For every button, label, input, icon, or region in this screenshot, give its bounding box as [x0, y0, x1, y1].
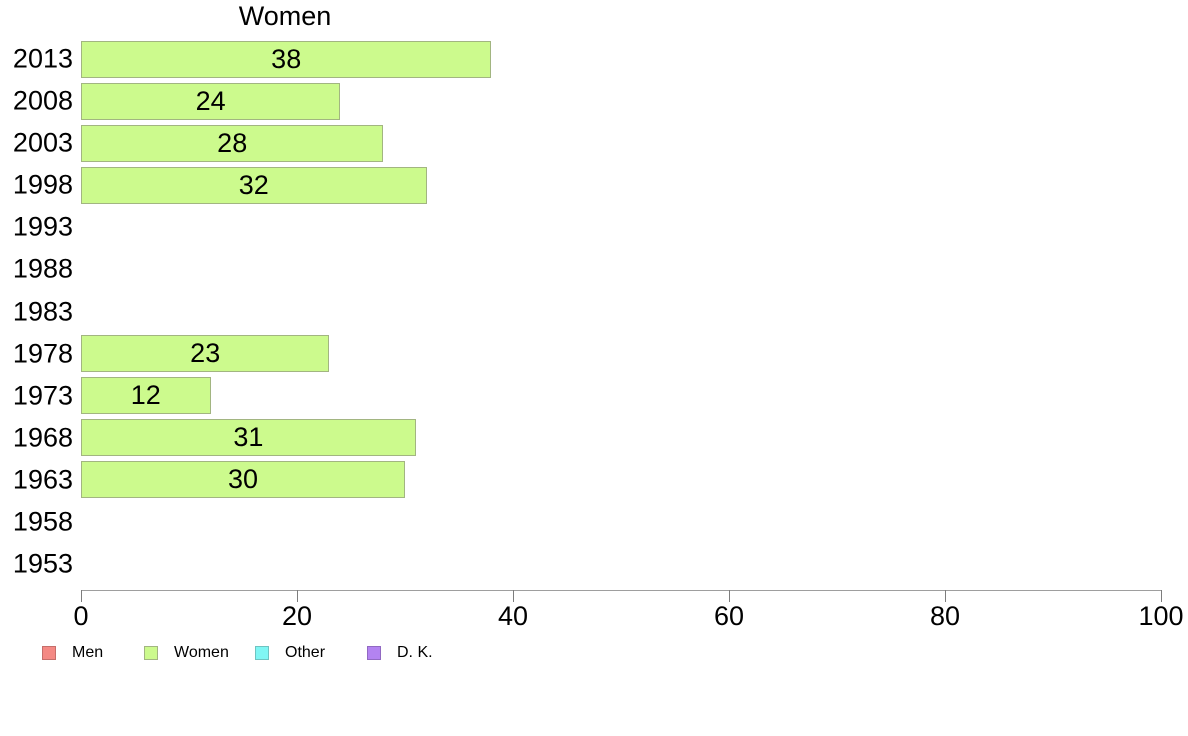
- x-axis-tick: [297, 590, 298, 602]
- y-axis-label: 2008: [12, 85, 73, 116]
- y-axis-label: 1973: [12, 380, 73, 411]
- x-axis-tick-label: 100: [1138, 601, 1184, 631]
- x-axis-tick-label: 20: [281, 601, 313, 631]
- y-axis-label: 1998: [12, 169, 73, 200]
- legend: Men Women Other D. K.: [0, 645, 1188, 665]
- y-axis-label: 1978: [12, 338, 73, 369]
- category-row: 1998 32: [13, 164, 1161, 206]
- category-row: 1993: [13, 206, 1161, 248]
- category-row: 1988: [13, 248, 1161, 290]
- category-row: 1953: [13, 543, 1161, 585]
- bar: 32: [81, 166, 427, 204]
- bar-value-label: 32: [238, 169, 269, 200]
- x-axis-tick: [1161, 590, 1162, 602]
- category-row: 2003 28: [13, 122, 1161, 164]
- y-axis-label: 1988: [12, 253, 73, 284]
- bar: 38: [81, 40, 492, 78]
- legend-item-d-k: D. K.: [367, 645, 433, 661]
- legend-swatch-icon: [42, 646, 56, 660]
- y-axis-label: 2013: [12, 43, 73, 74]
- legend-swatch-icon: [255, 646, 269, 660]
- bar: 12: [81, 377, 211, 415]
- y-axis-label: 1963: [12, 464, 73, 495]
- category-row: 1983: [13, 290, 1161, 332]
- bar-value-label: 28: [217, 127, 248, 158]
- legend-swatch-icon: [367, 646, 381, 660]
- x-axis-tick-label: 80: [929, 601, 961, 631]
- legend-item-men: Men: [42, 645, 103, 661]
- category-row: 2008 24: [13, 80, 1161, 122]
- legend-label: Women: [174, 644, 229, 661]
- x-axis-line: [81, 590, 1162, 591]
- y-axis-label: 1993: [12, 211, 73, 242]
- category-row: 1968 31: [13, 417, 1161, 459]
- legend-label: Other: [285, 644, 326, 661]
- bar-value-label: 30: [227, 464, 259, 495]
- bar-value-label: 12: [130, 380, 161, 411]
- bar: 31: [81, 419, 416, 457]
- x-axis-tick-label: 60: [713, 601, 745, 631]
- x-axis-tick: [513, 590, 514, 602]
- x-axis-tick-label: 0: [73, 601, 89, 631]
- bar-value-label: 38: [271, 43, 302, 74]
- bar-value-label: 23: [190, 338, 221, 369]
- y-axis-label: 1968: [12, 422, 73, 453]
- bar-value-label: 24: [195, 85, 226, 116]
- legend-label: Men: [72, 644, 104, 661]
- x-axis-tick-label: 40: [497, 601, 529, 631]
- legend-item-other: Other: [255, 645, 325, 661]
- legend-swatch-icon: [144, 646, 158, 660]
- category-row: 1978 23: [13, 333, 1161, 375]
- bar: 28: [81, 124, 384, 162]
- y-axis-label: 1983: [12, 296, 73, 326]
- y-axis-label: 1953: [12, 548, 73, 579]
- category-row: 2013 38: [13, 38, 1161, 80]
- plot-area: 2013 38 2008 24 2003 28 1998 32 1993 1988 1983 1978…: [13, 38, 1161, 585]
- chart-title: Women: [238, 1, 332, 31]
- category-row: 1963 30: [13, 459, 1161, 501]
- legend-label: D. K.: [397, 644, 433, 661]
- bar: 24: [81, 82, 341, 120]
- x-axis-tick: [81, 590, 82, 602]
- x-axis-tick: [729, 590, 730, 602]
- bar: 30: [81, 461, 405, 499]
- y-axis-label: 2003: [12, 127, 73, 158]
- bar: 23: [81, 335, 330, 373]
- y-axis-label: 1958: [12, 506, 73, 537]
- category-row: 1958: [13, 501, 1161, 543]
- bar-value-label: 31: [233, 422, 264, 453]
- legend-item-women: Women: [144, 645, 229, 661]
- category-row: 1973 12: [13, 375, 1161, 417]
- x-axis-tick: [945, 590, 946, 602]
